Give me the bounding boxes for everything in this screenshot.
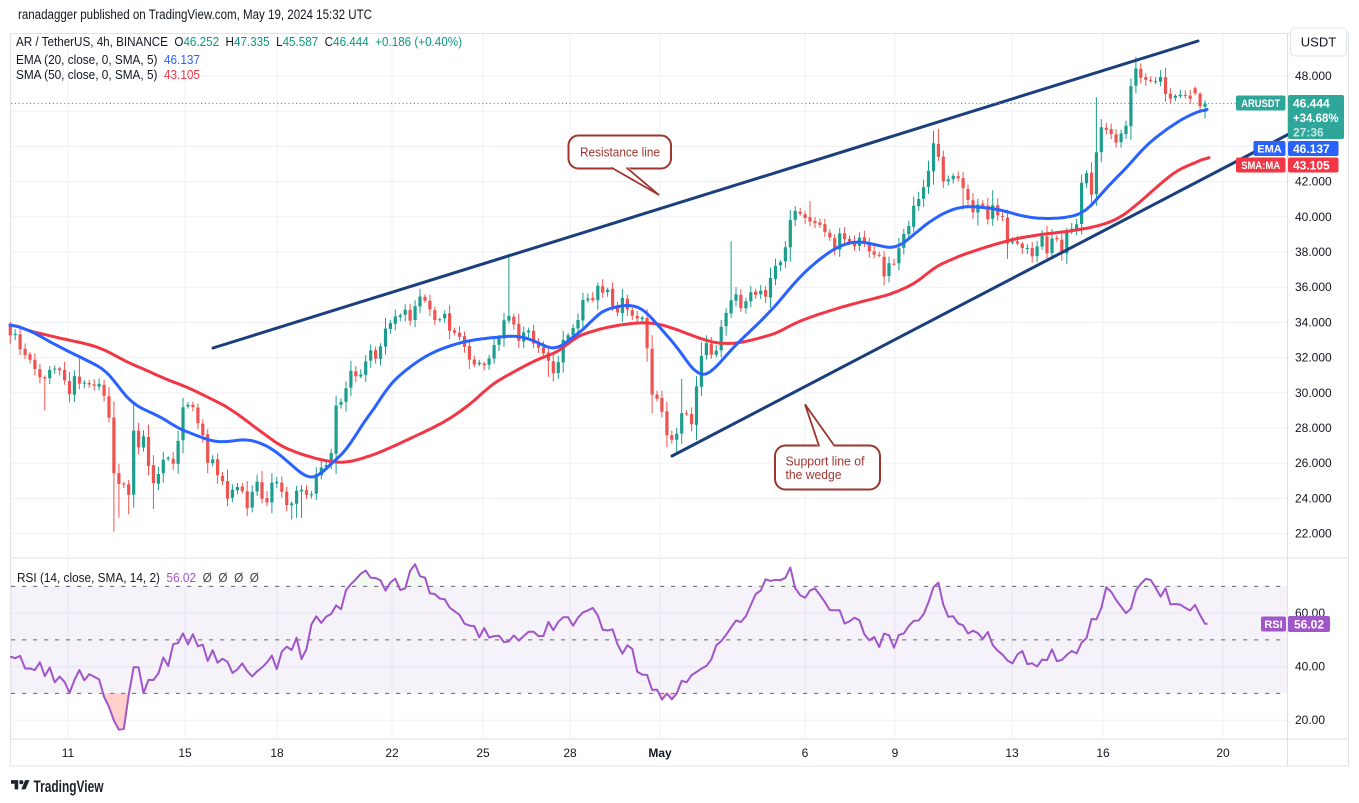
svg-text:18: 18 — [270, 746, 284, 760]
svg-text:34.000: 34.000 — [1295, 315, 1332, 329]
svg-text:42.000: 42.000 — [1295, 175, 1332, 189]
svg-text:11: 11 — [62, 746, 75, 760]
svg-text:30.000: 30.000 — [1295, 386, 1332, 400]
svg-text:ARUSDT: ARUSDT — [1241, 98, 1280, 110]
svg-text:ranadagger published on Tradin: ranadagger published on TradingView.com,… — [18, 7, 372, 22]
svg-text:SMA:MA: SMA:MA — [1241, 160, 1280, 172]
svg-text:56.02: 56.02 — [1294, 617, 1324, 631]
svg-text:20.00: 20.00 — [1295, 713, 1325, 727]
svg-text:27:36: 27:36 — [1293, 126, 1324, 140]
svg-text:TradingView: TradingView — [34, 777, 105, 796]
svg-text:RSI (14, close, SMA, 14, 2) 5: RSI (14, close, SMA, 14, 2) 56.02 Ø Ø Ø … — [17, 570, 259, 585]
svg-text:RSI: RSI — [1264, 619, 1282, 631]
svg-text:32.000: 32.000 — [1295, 351, 1332, 365]
svg-text:16: 16 — [1096, 746, 1110, 760]
svg-text:36.000: 36.000 — [1295, 280, 1332, 294]
svg-text:EMA: EMA — [1257, 144, 1282, 156]
svg-text:38.000: 38.000 — [1295, 245, 1332, 259]
svg-text:40.000: 40.000 — [1295, 210, 1332, 224]
svg-text:6: 6 — [802, 746, 809, 760]
svg-text:28.000: 28.000 — [1295, 421, 1332, 435]
svg-text:48.000: 48.000 — [1295, 69, 1332, 83]
svg-text:22.000: 22.000 — [1295, 527, 1332, 541]
svg-text:15: 15 — [178, 746, 192, 760]
svg-text:28: 28 — [563, 746, 577, 760]
svg-text:9: 9 — [892, 746, 899, 760]
svg-text:13: 13 — [1005, 746, 1019, 760]
svg-text:Support line of: Support line of — [786, 454, 865, 469]
svg-text:46.137: 46.137 — [1293, 142, 1330, 156]
svg-text:the wedge: the wedge — [786, 467, 842, 482]
svg-text:22: 22 — [385, 746, 399, 760]
svg-text:+34.68%: +34.68% — [1293, 111, 1339, 125]
svg-text:43.105: 43.105 — [1293, 158, 1330, 172]
svg-text:26.000: 26.000 — [1295, 456, 1332, 470]
svg-text:EMA (20, close, 0, SMA, 5) 46: EMA (20, close, 0, SMA, 5) 46.137 — [16, 52, 200, 67]
svg-text:25: 25 — [476, 746, 490, 760]
svg-text:24.000: 24.000 — [1295, 491, 1332, 505]
svg-text:40.00: 40.00 — [1295, 660, 1325, 674]
svg-text:20: 20 — [1216, 746, 1230, 760]
svg-text:May: May — [648, 746, 672, 760]
svg-text:SMA (50, close, 0, SMA, 5) 43: SMA (50, close, 0, SMA, 5) 43.105 — [16, 67, 200, 82]
svg-text:USDT: USDT — [1301, 35, 1336, 50]
svg-text:AR / TetherUS, 4h, BINANCE O4: AR / TetherUS, 4h, BINANCE O46.252 H47.3… — [16, 34, 462, 49]
svg-text:Resistance line: Resistance line — [580, 145, 660, 160]
svg-text:46.444: 46.444 — [1293, 97, 1330, 111]
